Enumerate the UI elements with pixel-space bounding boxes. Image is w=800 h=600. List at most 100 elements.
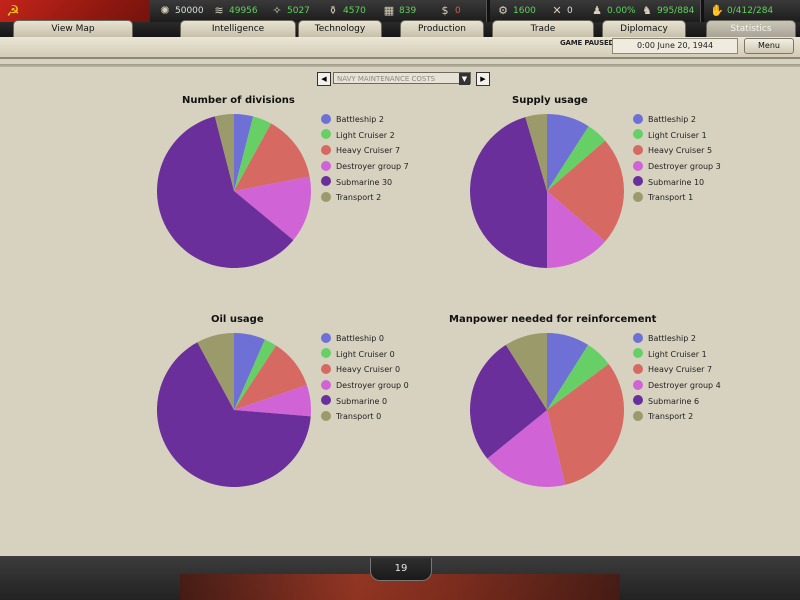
legend-item-battleship: Battleship 0	[321, 331, 409, 347]
resource-metal[interactable]: ≋ 49956	[212, 3, 257, 19]
resource-transport[interactable]: ✕ 0	[550, 3, 572, 19]
pie-chart-oil-usage	[156, 333, 311, 487]
dissent-icon: ♟	[592, 3, 602, 17]
legend-swatch	[633, 332, 643, 343]
game-date: 0:00 June 20, 1944	[612, 38, 738, 54]
legend-oil-usage: Battleship 0 Light Cruiser 0 Heavy Cruiser…	[321, 331, 409, 425]
pie-slice-transport	[214, 114, 234, 191]
legend-swatch	[321, 348, 331, 359]
pie-slice-destroyer-group	[234, 384, 311, 417]
legend-label: Submarine 0	[336, 396, 388, 406]
resource-dissent[interactable]: ♟ 0.00%	[590, 3, 636, 19]
legend-label: Transport 0	[336, 412, 382, 422]
next-statistic-button[interactable]: ▶	[476, 72, 490, 86]
pie-slice-battleship	[234, 114, 254, 191]
legend-label: Transport 2	[336, 193, 382, 203]
status-bar	[0, 37, 800, 59]
legend-item-battleship: Battleship 2	[633, 112, 721, 128]
legend-item-light-cruiser: Light Cruiser 2	[321, 128, 409, 144]
legend-item-battleship: Battleship 2	[321, 112, 409, 128]
legend-swatch	[321, 410, 331, 421]
legend-swatch	[633, 160, 643, 171]
resource-separator	[486, 0, 490, 38]
legend-number-of-divisions: Battleship 2 Light Cruiser 2 Heavy Cruiser…	[321, 112, 409, 206]
legend-swatch	[633, 348, 643, 359]
legend-item-transport: Transport 2	[633, 409, 721, 425]
arrow-left-icon: ◀	[321, 75, 327, 83]
tab-technology[interactable]: Technology	[298, 20, 382, 37]
legend-item-heavy-cruiser: Heavy Cruiser 0	[321, 362, 409, 378]
resource-oil[interactable]: ⚱ 4570	[326, 3, 366, 19]
legend-label: Destroyer group 7	[336, 162, 409, 172]
menu-button[interactable]: Menu	[744, 38, 794, 54]
previous-statistic-button[interactable]: ◀	[317, 72, 331, 86]
statistic-dropdown-value: NAVY MAINTENANCE COSTS	[337, 75, 436, 83]
tab-intelligence[interactable]: Intelligence	[180, 20, 296, 37]
legend-swatch	[321, 176, 331, 187]
chart-title-oil-usage: Oil usage	[211, 314, 264, 325]
legend-swatch	[633, 379, 643, 390]
legend-item-transport: Transport 1	[633, 190, 721, 206]
manpower-icon: ♞	[642, 3, 652, 17]
legend-swatch	[633, 191, 643, 202]
industrial-capacity-icon: ⚙	[498, 3, 508, 17]
legend-swatch	[633, 395, 643, 406]
chart-title-manpower-needed-for-reinforcement: Manpower needed for reinforcement	[449, 314, 657, 325]
legend-label: Light Cruiser 1	[648, 130, 707, 140]
legend-swatch	[321, 379, 331, 390]
tab-view-map[interactable]: View Map	[13, 20, 133, 37]
chart-title-supply-usage: Supply usage	[512, 95, 588, 106]
pie-slice-heavy-cruiser	[547, 140, 624, 242]
tab-trade[interactable]: Trade	[492, 20, 594, 37]
resource-separator	[700, 0, 704, 38]
tab-statistics[interactable]: Statistics	[706, 20, 796, 37]
legend-item-destroyer-group: Destroyer group 7	[321, 159, 409, 175]
legend-item-light-cruiser: Light Cruiser 1	[633, 347, 721, 363]
pie-slice-transport	[505, 333, 547, 410]
pie-slice-light-cruiser	[234, 116, 272, 191]
pie-slice-submarine	[470, 344, 547, 459]
legend-swatch	[633, 113, 643, 124]
legend-supply-usage: Battleship 2 Light Cruiser 1 Heavy Cruiser…	[633, 112, 721, 206]
pie-slice-submarine	[156, 342, 311, 487]
legend-label: Transport 2	[648, 412, 694, 422]
legend-swatch	[633, 176, 643, 187]
legend-swatch	[321, 191, 331, 202]
legend-label: Submarine 30	[336, 177, 393, 187]
pie-slice-light-cruiser	[547, 344, 609, 410]
resource-energy[interactable]: ✺ 50000	[158, 3, 203, 19]
pie-slice-battleship	[547, 114, 589, 191]
resource-industrial-capacity[interactable]: ⚙ 1600	[496, 3, 536, 19]
supplies-icon: ▦	[383, 3, 395, 17]
tab-production[interactable]: Production	[400, 20, 484, 37]
pie-slice-submarine	[157, 116, 294, 268]
legend-item-light-cruiser: Light Cruiser 0	[321, 347, 409, 363]
legend-label: Light Cruiser 2	[336, 130, 395, 140]
legend-label: Light Cruiser 0	[336, 349, 395, 359]
legend-swatch	[633, 363, 643, 374]
legend-item-destroyer-group: Destroyer group 4	[633, 378, 721, 394]
tab-diplomacy[interactable]: Diplomacy	[602, 20, 686, 37]
resource-supplies[interactable]: ▦ 839	[383, 3, 417, 17]
legend-swatch	[321, 363, 331, 374]
legend-item-heavy-cruiser: Heavy Cruiser 5	[633, 143, 721, 159]
legend-label: Battleship 0	[336, 334, 384, 343]
pie-slice-destroyer-group	[547, 191, 606, 268]
chevron-down-icon[interactable]: ▼	[459, 73, 470, 85]
pie-slice-transport	[197, 333, 234, 410]
pie-slice-submarine	[470, 117, 547, 268]
resource-manpower[interactable]: ♞ 995/884	[640, 3, 694, 19]
resource-diplomacy-influence[interactable]: ✋ 0/412/284	[710, 3, 774, 17]
legend-label: Heavy Cruiser 7	[648, 365, 713, 375]
legend-swatch	[633, 144, 643, 155]
pie-slice-battleship	[234, 333, 265, 410]
statistic-dropdown[interactable]: NAVY MAINTENANCE COSTS ▼	[333, 72, 471, 85]
resource-money[interactable]: $0	[438, 3, 461, 19]
legend-label: Light Cruiser 1	[648, 349, 707, 359]
pie-slice-destroyer-group	[487, 410, 566, 487]
legend-manpower-needed-for-reinforcement: Battleship 2 Light Cruiser 1 Heavy Cruiser…	[633, 331, 721, 425]
pie-slice-heavy-cruiser	[547, 363, 624, 485]
rare-materials-icon: ✧	[272, 3, 282, 17]
legend-swatch	[321, 144, 331, 155]
resource-rare-materials[interactable]: ✧ 5027	[270, 3, 310, 19]
